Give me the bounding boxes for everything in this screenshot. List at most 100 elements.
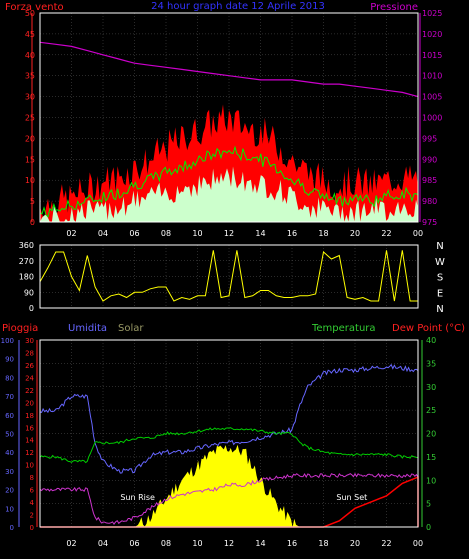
rain-tick-label: 22 (25, 387, 34, 395)
humidity-line (39, 363, 419, 474)
time-tick-label: 10 (192, 229, 202, 238)
temp-tick-label: 10 (426, 476, 436, 485)
rain-tick-label: 2 (30, 512, 34, 520)
time-tick-label: 14 (255, 229, 265, 238)
wind-min-area (40, 166, 418, 222)
humidity-tick-label: 50 (5, 431, 14, 439)
direction-tick-label: 90 (24, 288, 34, 297)
wind-pressure-chart: 0510152025303540455097598098599099510001… (25, 9, 443, 238)
dewpoint-line (39, 472, 419, 525)
temp-tick-label: 25 (426, 406, 436, 415)
humidity-tick-label: 100 (1, 337, 14, 345)
pressure-tick-label: 1020 (422, 30, 442, 39)
solar-axis-title: Solar (118, 323, 144, 334)
pressure-axis-title: Pressione (370, 2, 418, 13)
bottom-time-tick-label: 04 (98, 539, 108, 548)
wind-tick-label: 20 (25, 134, 35, 143)
time-tick-label: 06 (129, 229, 139, 238)
temperature-line (39, 427, 419, 464)
temp-tick-label: 20 (426, 430, 436, 439)
time-tick-label: 18 (318, 229, 328, 238)
humidity-tick-label: 60 (5, 412, 14, 420)
wind-tick-label: 40 (25, 51, 35, 60)
humidity-tick-label: 20 (5, 487, 14, 495)
rain-tick-label: 18 (25, 412, 34, 420)
time-tick-label: 00 (413, 229, 423, 238)
rain-axis-title: Pioggia (2, 323, 38, 334)
rain-tick-label: 14 (25, 437, 34, 445)
wind-tick-label: 10 (25, 176, 35, 185)
rain-tick-label: 10 (25, 462, 34, 470)
rain-tick-label: 24 (25, 374, 34, 382)
pressure-tick-label: 980 (422, 197, 437, 206)
dewpoint-axis-title: Dew Point (°C) (392, 323, 465, 334)
pressure-tick-label: 975 (422, 218, 437, 227)
wind-tick-label: 25 (25, 114, 35, 123)
wind-axis-title: Forza vento (5, 2, 64, 13)
rain-tick-label: 20 (25, 399, 34, 407)
rain-tick-label: 8 (30, 474, 34, 482)
bottom-time-tick-label: 20 (350, 539, 360, 548)
rain-tick-label: 26 (25, 362, 34, 370)
pressure-tick-label: 1015 (422, 51, 442, 60)
humidity-tick-label: 80 (5, 374, 14, 382)
rain-tick-label: 16 (25, 424, 34, 432)
time-tick-label: 02 (66, 229, 76, 238)
wind-avg-line (39, 145, 419, 218)
temp-tick-label: 35 (426, 359, 436, 368)
wind-tick-label: 50 (25, 9, 35, 18)
rain-tick-label: 4 (30, 499, 35, 507)
bottom-time-tick-label: 08 (161, 539, 171, 548)
wind-tick-label: 45 (25, 30, 35, 39)
pressure-tick-label: 985 (422, 176, 437, 185)
time-tick-label: 12 (224, 229, 234, 238)
wind-tick-label: 30 (25, 93, 35, 102)
compass-label: E (437, 288, 443, 299)
compass-label: N (436, 304, 443, 315)
humidity-tick-label: 70 (5, 393, 14, 401)
wind-chart-frame (39, 12, 419, 223)
rain-tick-label: 6 (30, 487, 35, 495)
rain-tick-label: 30 (25, 337, 34, 345)
bottom-time-tick-label: 14 (255, 539, 265, 548)
temp-tick-label: 15 (426, 453, 436, 462)
direction-tick-label: 270 (19, 257, 34, 266)
pressure-line (39, 41, 419, 98)
pressure-tick-label: 1025 (422, 9, 442, 18)
pressure-tick-label: 1010 (422, 72, 442, 81)
bottom-time-tick-label: 00 (413, 539, 423, 548)
time-tick-label: 04 (98, 229, 108, 238)
sun-annotation: Sun Rise (120, 493, 155, 502)
sun-annotation: Sun Set (336, 493, 367, 502)
temp-tick-label: 30 (426, 383, 436, 392)
wind-direction-line (39, 250, 418, 302)
wind-tick-label: 0 (30, 218, 35, 227)
time-tick-label: 08 (161, 229, 171, 238)
humidity-tick-label: 10 (5, 505, 14, 513)
direction-tick-label: 180 (19, 273, 34, 282)
bottom-time-tick-label: 22 (381, 539, 391, 548)
compass-label: N (436, 241, 443, 252)
direction-tick-label: 360 (19, 241, 34, 250)
compass-label: S (437, 273, 443, 284)
pressure-tick-label: 990 (422, 155, 437, 164)
pressure-tick-label: 1005 (422, 93, 442, 102)
direction-tick-label: 0 (29, 304, 34, 313)
bottom-time-tick-label: 06 (129, 539, 139, 548)
rain-tick-label: 0 (30, 524, 34, 532)
temp-tick-label: 40 (426, 336, 436, 345)
wind-gust-area (40, 104, 418, 222)
humidity-axis-title: Umidita (68, 323, 107, 334)
time-tick-label: 22 (381, 229, 391, 238)
bottom-time-tick-label: 02 (66, 539, 76, 548)
compass-label: W (435, 257, 445, 268)
bottom-chart-frame (39, 339, 419, 528)
temp-tick-label: 5 (426, 500, 431, 509)
rain-tick-label: 28 (25, 349, 34, 357)
bottom-time-tick-label: 16 (287, 539, 297, 548)
time-tick-label: 20 (350, 229, 360, 238)
chart-title: 24 hour graph date 12 Aprile 2013 (151, 1, 325, 12)
